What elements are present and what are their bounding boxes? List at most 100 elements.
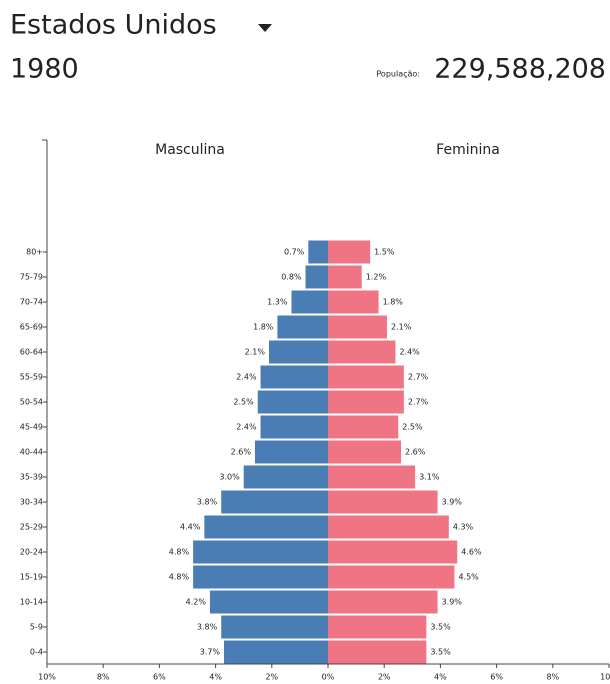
age-label: 10-14 xyxy=(20,598,43,607)
value-label: 3.0% xyxy=(219,473,240,482)
value-label: 3.9% xyxy=(442,598,463,607)
value-label: 3.5% xyxy=(430,648,451,657)
value-label: 2.4% xyxy=(236,373,257,382)
age-label: 0-4 xyxy=(30,648,43,657)
x-tick-label: 10% xyxy=(38,673,56,682)
bar xyxy=(328,340,396,364)
value-label: 2.7% xyxy=(408,398,429,407)
value-label: 3.1% xyxy=(419,473,440,482)
bar xyxy=(328,540,458,564)
bar xyxy=(328,265,362,289)
value-label: 2.4% xyxy=(236,423,257,432)
age-label: 30-34 xyxy=(20,498,43,507)
x-tick-label: 8% xyxy=(97,673,110,682)
value-label: 1.5% xyxy=(374,248,395,257)
value-label: 4.5% xyxy=(458,573,479,582)
value-label: 1.2% xyxy=(366,273,387,282)
value-label: 4.8% xyxy=(169,548,190,557)
age-label: 60-64 xyxy=(20,348,43,357)
bar xyxy=(328,440,402,464)
age-label: 45-49 xyxy=(20,423,43,432)
bar xyxy=(221,490,328,514)
age-label: 75-79 xyxy=(20,273,43,282)
bar xyxy=(224,640,328,664)
bar xyxy=(308,240,328,264)
value-label: 2.1% xyxy=(391,323,412,332)
bar xyxy=(328,490,438,514)
value-label: 1.8% xyxy=(383,298,404,307)
value-label: 2.4% xyxy=(399,348,420,357)
bar xyxy=(328,515,449,539)
bar xyxy=(328,465,416,489)
chart-title[interactable]: Estados Unidos xyxy=(10,10,217,41)
value-label: 2.6% xyxy=(231,448,252,457)
age-label: 40-44 xyxy=(20,448,43,457)
age-label: 55-59 xyxy=(20,373,43,382)
bar xyxy=(193,540,328,564)
value-label: 1.3% xyxy=(267,298,288,307)
age-label: 65-69 xyxy=(20,323,43,332)
x-tick-label: 10% xyxy=(600,673,610,682)
x-tick-label: 4% xyxy=(209,673,222,682)
value-label: 3.8% xyxy=(197,623,218,632)
bar xyxy=(328,590,438,614)
age-label: 80+ xyxy=(26,248,43,257)
bar xyxy=(257,390,328,414)
value-label: 3.5% xyxy=(430,623,451,632)
x-tick-label: 6% xyxy=(490,673,503,682)
bar xyxy=(305,265,328,289)
bar xyxy=(204,515,328,539)
bar xyxy=(221,615,328,639)
value-label: 4.4% xyxy=(180,523,201,532)
value-label: 0.7% xyxy=(284,248,305,257)
x-tick-label: 4% xyxy=(434,673,447,682)
value-label: 2.5% xyxy=(233,398,254,407)
bar xyxy=(193,565,328,589)
value-label: 2.7% xyxy=(408,373,429,382)
value-label: 3.8% xyxy=(197,498,218,507)
age-label: 25-29 xyxy=(20,523,43,532)
bar xyxy=(254,440,328,464)
bar xyxy=(268,340,328,364)
value-label: 4.8% xyxy=(169,573,190,582)
age-label: 15-19 xyxy=(20,573,43,582)
bar xyxy=(328,365,404,389)
bar xyxy=(328,290,379,314)
bar xyxy=(328,315,388,339)
bar xyxy=(277,315,328,339)
value-label: 4.2% xyxy=(186,598,207,607)
bar xyxy=(209,590,328,614)
x-tick-label: 6% xyxy=(153,673,166,682)
bar xyxy=(328,415,399,439)
bar xyxy=(328,615,427,639)
value-label: 2.6% xyxy=(405,448,426,457)
bar xyxy=(328,240,371,264)
population: 229,588,208 xyxy=(434,54,606,85)
bar xyxy=(328,565,455,589)
x-tick-label: 0% xyxy=(322,673,335,682)
bar xyxy=(328,390,404,414)
value-label: 2.1% xyxy=(245,348,266,357)
value-label: 1.8% xyxy=(253,323,274,332)
male-header: Masculina xyxy=(155,142,225,158)
female-header: Feminina xyxy=(436,142,500,158)
value-label: 3.9% xyxy=(442,498,463,507)
value-label: 0.8% xyxy=(281,273,302,282)
dropdown-arrow[interactable] xyxy=(258,24,272,32)
bar xyxy=(260,365,328,389)
x-tick-label: 8% xyxy=(546,673,559,682)
age-label: 5-9 xyxy=(30,623,43,632)
value-label: 3.7% xyxy=(200,648,221,657)
year: 1980 xyxy=(10,54,79,85)
age-label: 50-54 xyxy=(20,398,43,407)
value-label: 4.6% xyxy=(461,548,482,557)
bar xyxy=(243,465,328,489)
bar xyxy=(291,290,328,314)
population-label: População: xyxy=(376,70,420,79)
bar xyxy=(260,415,328,439)
bar xyxy=(328,640,427,664)
x-tick-label: 2% xyxy=(378,673,391,682)
age-label: 35-39 xyxy=(20,473,43,482)
age-label: 70-74 xyxy=(20,298,43,307)
